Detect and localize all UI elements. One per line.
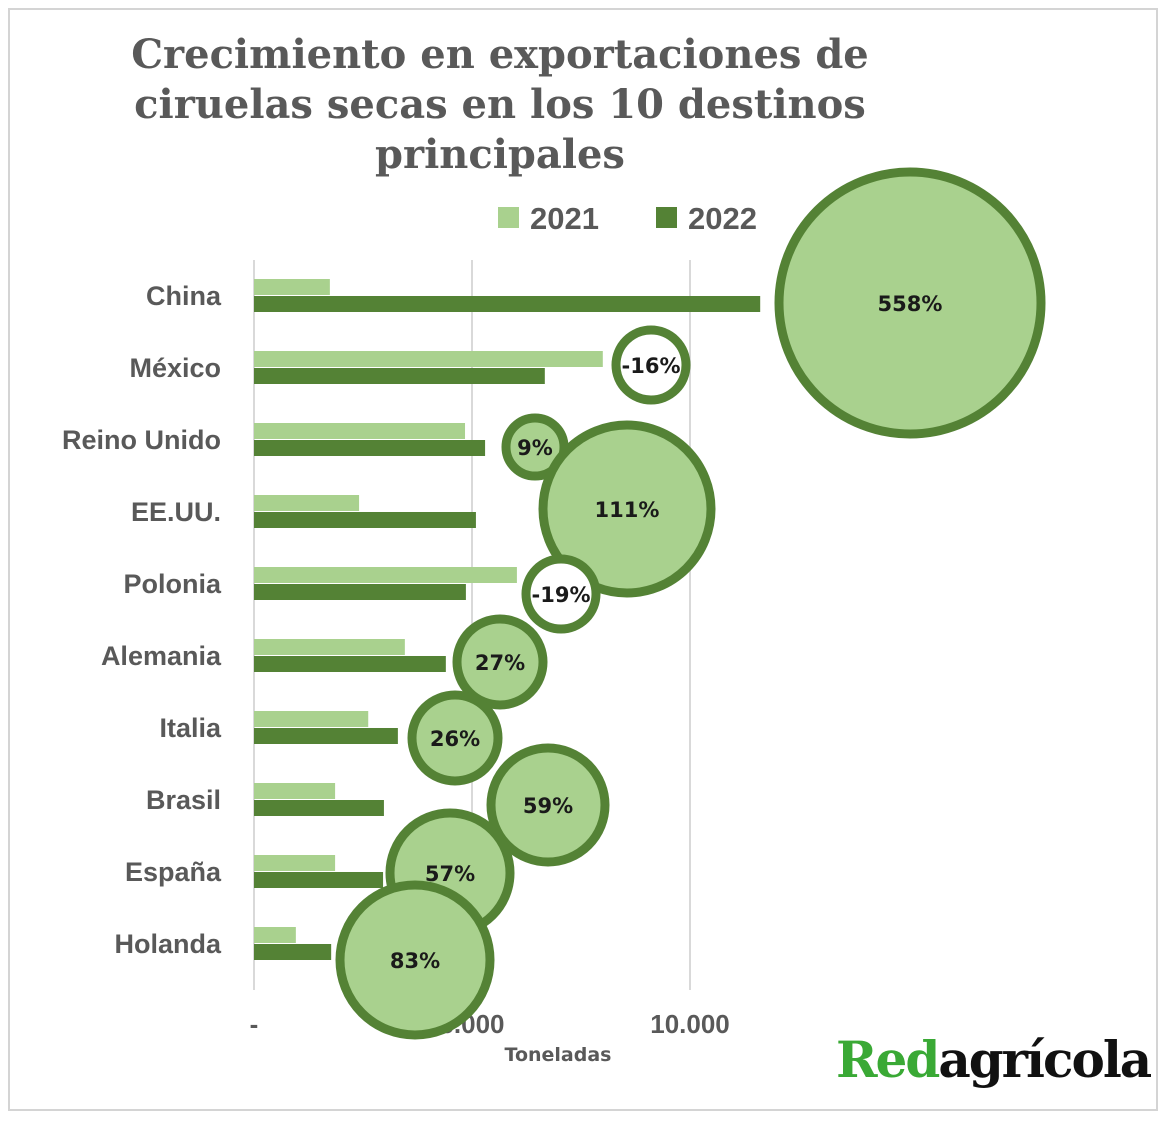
legend-swatch-2022 (656, 207, 677, 228)
growth-label: 57% (425, 862, 475, 886)
bar-2022 (254, 728, 398, 744)
growth-label: 27% (475, 651, 525, 675)
growth-label: -19% (532, 583, 591, 607)
logo-part1: Red (836, 1030, 940, 1089)
bar-2021 (254, 927, 296, 943)
growth-bubble (611, 325, 691, 405)
growth-bubble (452, 614, 548, 710)
x-tick-label: - (250, 1009, 259, 1039)
category-label: Polonia (123, 569, 221, 599)
x-tick-label: 10.000 (650, 1009, 730, 1039)
category-label: España (125, 857, 222, 887)
growth-bubble (407, 690, 503, 786)
bar-2021 (254, 351, 603, 367)
category-label: Reino Unido (62, 425, 221, 455)
bar-2021 (254, 639, 405, 655)
bar-2022 (254, 368, 545, 384)
legend-label-2021: 2021 (530, 201, 599, 236)
growth-bubble (538, 420, 716, 598)
category-label: Alemania (101, 641, 222, 671)
growth-label: 9% (517, 436, 553, 460)
growth-label: 59% (523, 794, 573, 818)
bar-2022 (254, 584, 466, 600)
growth-label: 83% (390, 949, 440, 973)
growth-label: 111% (595, 498, 660, 522)
legend-swatch-2021 (498, 207, 519, 228)
bar-2021 (254, 495, 360, 511)
growth-bubble (774, 167, 1046, 439)
category-label: EE.UU. (131, 497, 221, 527)
chart-title: Crecimiento en exportaciones de ciruelas… (131, 31, 869, 178)
bar-2022 (254, 512, 476, 528)
x-axis-label: Toneladas (505, 1044, 612, 1066)
growth-label: 26% (430, 727, 480, 751)
bar-2021 (254, 855, 336, 871)
bar-2022 (254, 872, 384, 888)
bar-2022 (254, 296, 761, 312)
bar-2022 (254, 440, 486, 456)
logo-part2: agrícola (938, 1030, 1152, 1089)
growth-bubble (335, 880, 495, 1040)
bar-2021 (254, 783, 336, 799)
bar-2021 (254, 711, 369, 727)
chart-border (8, 8, 1158, 1111)
growth-bubble (521, 554, 601, 634)
bar-2022 (254, 656, 446, 672)
category-label: China (146, 281, 222, 311)
category-label: Holanda (114, 929, 221, 959)
growth-label: 558% (878, 292, 943, 316)
bar-2021 (254, 567, 517, 583)
growth-label: -16% (622, 354, 681, 378)
category-label: Brasil (146, 785, 221, 815)
redagricola-logo: Redagrícola (836, 1030, 1152, 1089)
category-label: México (129, 353, 221, 383)
category-label: Italia (159, 713, 222, 743)
legend-label-2022: 2022 (688, 201, 757, 236)
bar-2021 (254, 423, 466, 439)
bar-2021 (254, 279, 330, 295)
bar-2022 (254, 944, 332, 960)
growth-bubble (486, 743, 610, 867)
bar-2022 (254, 800, 384, 816)
